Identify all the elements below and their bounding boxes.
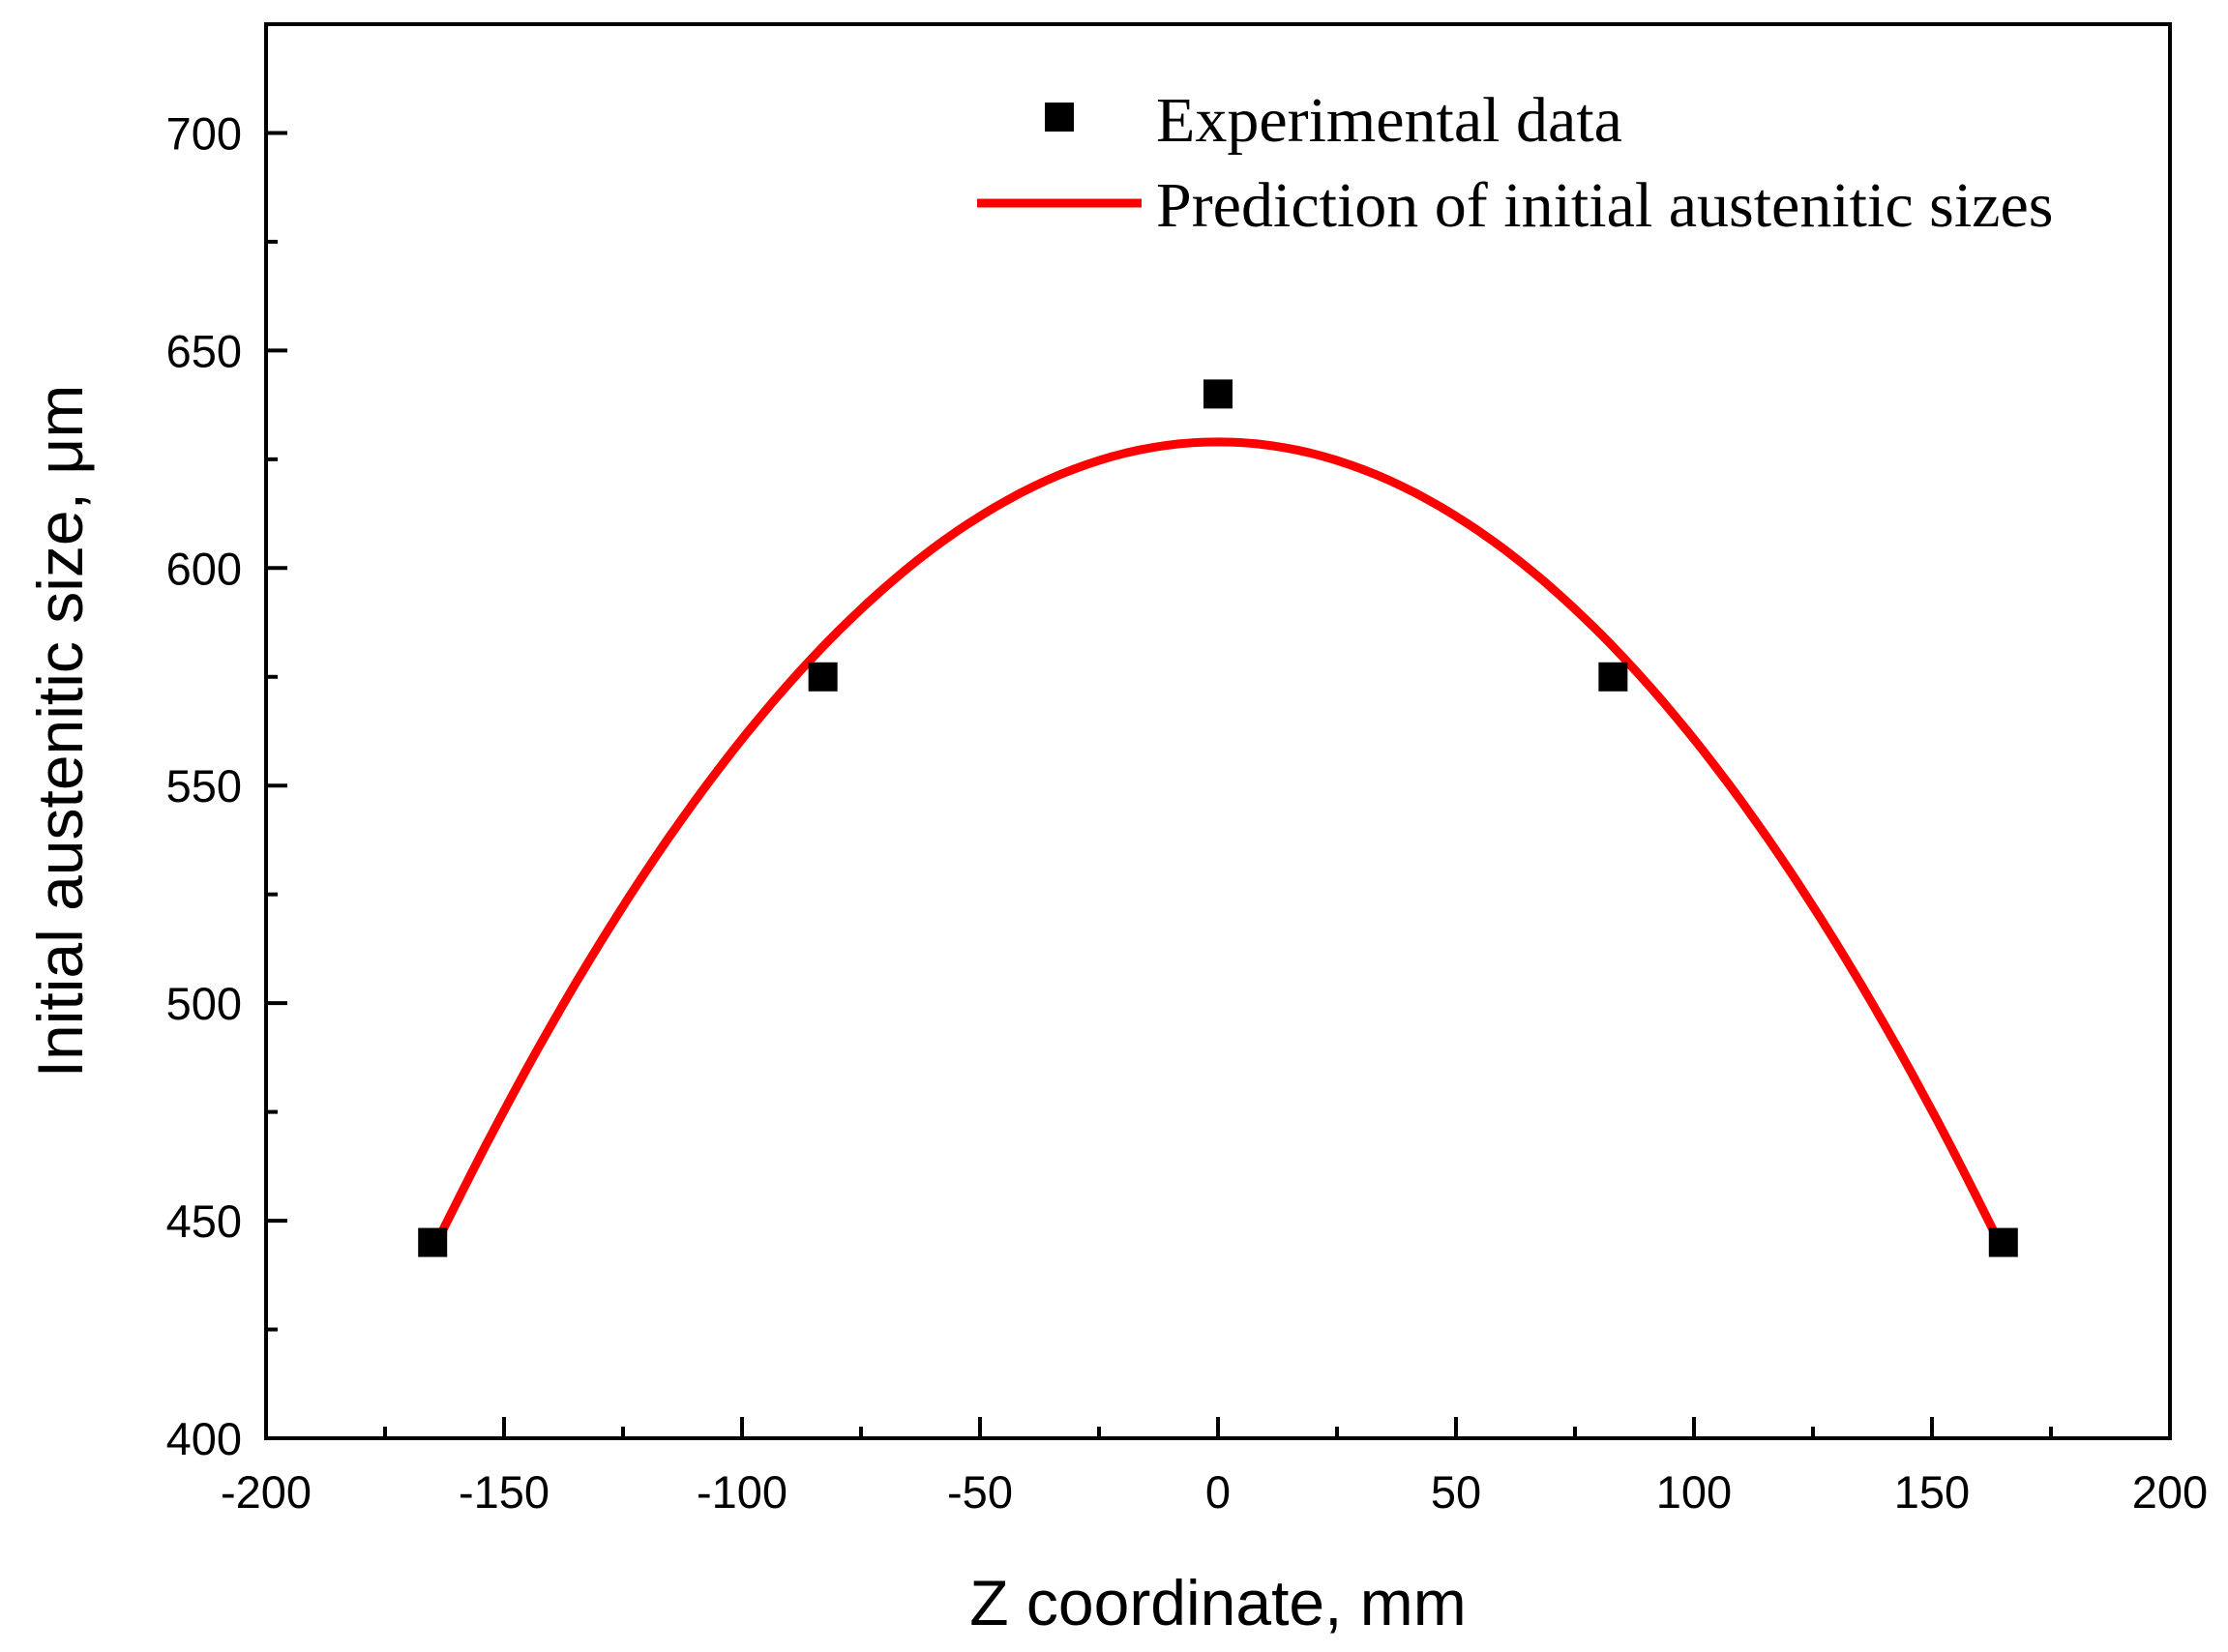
x-tick-label: -100	[697, 1466, 787, 1518]
experimental-data-point	[1598, 662, 1628, 692]
legend: Experimental data Prediction of initial …	[977, 85, 2053, 241]
x-tick-label: 0	[1205, 1466, 1231, 1518]
y-tick-label: 500	[166, 978, 242, 1029]
y-tick-label: 400	[166, 1413, 242, 1464]
x-tick-label: 200	[2132, 1466, 2208, 1518]
y-tick-label: 650	[166, 325, 242, 376]
y-axis-ticks: 400 450 500 550 600 650 700	[166, 107, 287, 1464]
experimental-data-point	[808, 662, 838, 692]
prediction-curve	[428, 437, 2008, 1256]
x-tick-label: 150	[1894, 1466, 1970, 1518]
x-tick-label: 50	[1431, 1466, 1481, 1518]
experimental-data-point	[418, 1227, 448, 1257]
y-tick-label: 550	[166, 760, 242, 811]
y-tick-label: 700	[166, 107, 242, 159]
x-tick-label: -150	[459, 1466, 550, 1518]
legend-label-experimental: Experimental data	[1156, 85, 1622, 156]
experimental-data-point	[1203, 379, 1233, 409]
x-tick-label: -200	[221, 1466, 312, 1518]
legend-label-prediction: Prediction of initial austenitic sizes	[1156, 170, 2053, 241]
series-layer	[418, 379, 2018, 1257]
x-axis-ticks: -200 -150 -100 -50 0 50 100 150 200	[221, 1417, 2208, 1518]
y-axis-title: Initial austenitic size, μm	[24, 385, 96, 1078]
x-tick-label: -50	[947, 1466, 1013, 1518]
y-tick-label: 600	[166, 543, 242, 594]
legend-marker-experimental	[1045, 103, 1074, 132]
experimental-data-point	[1988, 1227, 2018, 1257]
x-axis-title: Z coordinate, mm	[969, 1567, 1467, 1638]
x-tick-label: 100	[1656, 1466, 1732, 1518]
y-tick-label: 450	[166, 1195, 242, 1247]
